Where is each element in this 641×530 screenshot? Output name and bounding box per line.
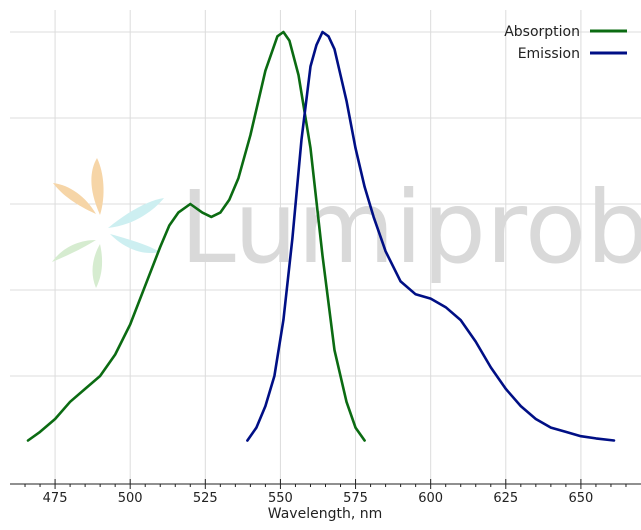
x-tick-label: 500 — [118, 491, 143, 506]
x-tick-label: 475 — [43, 491, 68, 506]
watermark-text: Lumiprobe — [180, 169, 641, 286]
x-tick-label: 550 — [268, 491, 293, 506]
logo-petal-green-lower — [92, 244, 103, 288]
series-line-emission — [246, 30, 616, 442]
x-tick-label: 525 — [193, 491, 218, 506]
logo-petal-orange — [91, 158, 104, 215]
series-layer — [26, 30, 616, 442]
legend-label-absorption: Absorption — [504, 24, 580, 40]
x-tick-label: 625 — [493, 491, 518, 506]
legend: Absorption Emission — [504, 24, 627, 62]
logo-petal-green — [52, 240, 96, 262]
grid — [10, 10, 641, 484]
logo-petal-cyan — [108, 198, 164, 228]
legend-label-emission: Emission — [518, 46, 580, 62]
x-tick-label: 575 — [343, 491, 368, 506]
lumiprobe-logo-icon — [52, 158, 164, 288]
x-axis: 475 500 525 550 575 600 625 650 — [10, 479, 641, 506]
x-tick-label: 650 — [568, 491, 593, 506]
logo-petal-cyan-lower — [110, 234, 160, 254]
x-axis-title: Wavelength, nm — [268, 506, 382, 522]
logo-petal-orange-left — [53, 183, 96, 214]
series-line-absorption — [26, 30, 366, 442]
x-tick-label: 600 — [418, 491, 443, 506]
lumiprobe-watermark: Lumiprobe — [52, 158, 641, 288]
